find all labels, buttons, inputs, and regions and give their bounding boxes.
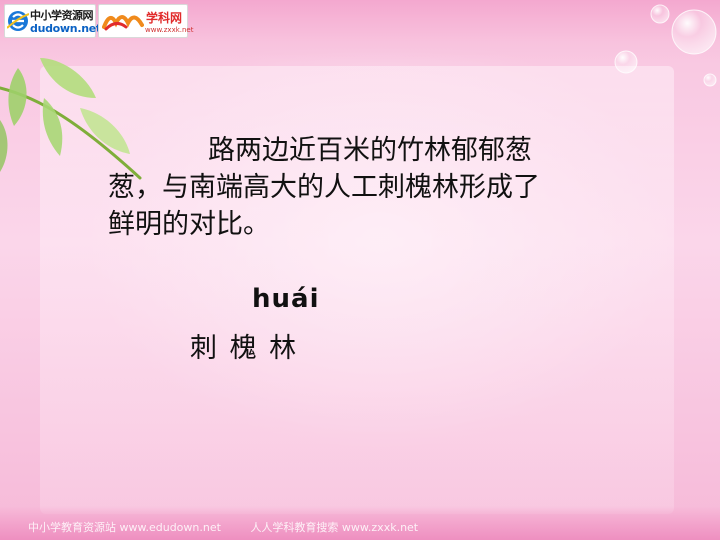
logo-zhongxiaoxue[interactable]: 中小学资源网 dudown.net xyxy=(4,4,101,38)
passage-line-1: 路两边近百米的竹林郁郁葱 xyxy=(208,135,532,166)
logo-right-title: 学科网 xyxy=(146,11,183,25)
leaves-decoration-icon xyxy=(0,58,142,180)
pinyin-annotation: huái xyxy=(252,284,320,314)
logo-left-title: 中小学资源网 xyxy=(30,9,94,22)
logo-xuekewang[interactable]: 学科网 www.zxxk.net xyxy=(98,4,193,38)
content-panel xyxy=(40,66,674,514)
logo-left-domain: dudown.net xyxy=(30,22,101,35)
m-logo-icon xyxy=(102,15,144,31)
footer-right-text: 人人学科教育搜索 www.zxxk.net xyxy=(250,521,419,534)
e-logo-icon xyxy=(7,11,29,31)
vocabulary-word: 刺 槐 林 xyxy=(190,333,299,364)
passage-text: 路两边近百米的竹林郁郁葱 葱，与南端高大的人工刺槐林形成了 鲜明的对比。 xyxy=(108,132,628,243)
passage-line-2: 葱，与南端高大的人工刺槐林形成了 xyxy=(108,172,540,203)
bubbles-decoration-icon xyxy=(614,4,717,87)
bottom-band xyxy=(0,506,720,540)
passage-line-3: 鲜明的对比。 xyxy=(108,209,270,240)
logo-right-domain: www.zxxk.net xyxy=(145,26,194,34)
footer-left-text: 中小学教育资源站 www.edudown.net xyxy=(28,521,221,534)
footer: 中小学教育资源站 www.edudown.net 人人学科教育搜索 www.zx… xyxy=(28,519,444,535)
